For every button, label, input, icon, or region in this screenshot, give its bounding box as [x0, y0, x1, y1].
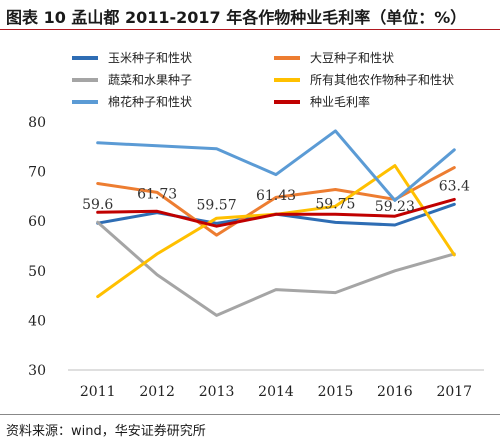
legend-label-1: 玉米种子和性状 — [108, 51, 192, 65]
data-label-2011: 59.6 — [82, 197, 113, 213]
y-tick-label-60: 60 — [28, 214, 46, 230]
y-tick-label-70: 70 — [28, 165, 46, 181]
page-title: 图表 10 孟山都 2011-2017 年各作物种业毛利率（单位：%） — [6, 8, 467, 27]
series-line-4 — [96, 164, 456, 299]
data-label-2014: 61.43 — [256, 188, 296, 204]
x-tick-label-2016: 2016 — [377, 384, 413, 400]
y-tick-label-30: 30 — [28, 363, 46, 379]
data-label-2012: 61.73 — [137, 187, 177, 203]
chart-axes: 30 40 50 60 70 80 2011 2012 2013 2014 2015 2016 2017 — [28, 115, 484, 400]
x-tick-label-2011: 2011 — [80, 384, 116, 400]
legend-label-3: 蔬菜和水果种子 — [108, 73, 192, 87]
x-tick-label-2013: 2013 — [199, 384, 235, 400]
legend-label-4: 所有其他农作物种子和性状 — [310, 73, 454, 87]
y-tick-label-80: 80 — [28, 115, 46, 131]
data-label-2013: 59.57 — [197, 197, 237, 213]
series-line-6 — [96, 197, 456, 228]
series-line-3 — [96, 220, 456, 317]
title-divider — [0, 29, 500, 30]
source-divider — [0, 414, 500, 415]
x-tick-label-2014: 2014 — [258, 384, 294, 400]
data-label-2016: 59.23 — [375, 199, 415, 215]
legend-label-6: 种业毛利率 — [310, 94, 370, 109]
x-tick-label-2017: 2017 — [436, 384, 472, 400]
x-tick-label-2012: 2012 — [139, 384, 175, 400]
source-note: 资料来源：wind，华安证券研究所 — [6, 424, 206, 439]
x-tick-label-2015: 2015 — [318, 384, 354, 400]
series-line-5 — [96, 129, 456, 202]
legend-label-5: 棉花种子和性状 — [108, 94, 192, 109]
chart-data-labels: 59.6 61.73 59.57 61.43 59.75 59.23 63.4 — [82, 178, 470, 215]
data-label-2017: 63.4 — [439, 178, 470, 194]
y-tick-label-40: 40 — [28, 313, 46, 329]
y-tick-label-50: 50 — [28, 264, 46, 280]
legend-label-2: 大豆种子和性状 — [310, 51, 394, 65]
chart-series — [96, 129, 456, 317]
data-label-2015: 59.75 — [315, 196, 355, 212]
